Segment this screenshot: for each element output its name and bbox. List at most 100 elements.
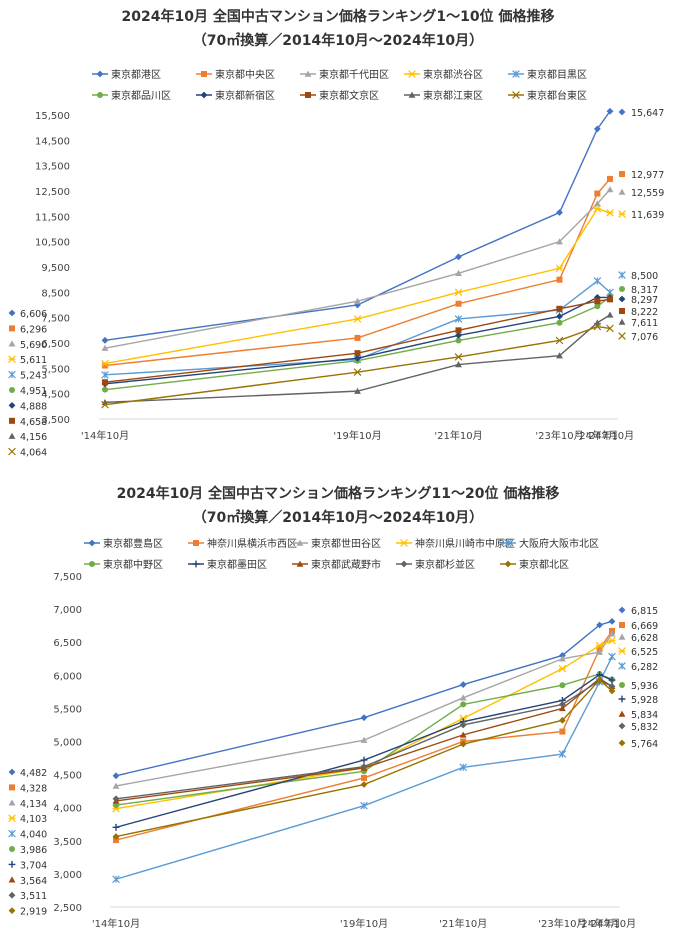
end-value-label: 6,525 <box>618 647 658 658</box>
start-value-label: 3,511 <box>8 891 47 902</box>
start-value-marker <box>8 829 16 838</box>
data-point <box>102 379 108 386</box>
y-tick-label: 10,500 <box>35 238 70 249</box>
legend-item: 東京都武蔵野市 <box>292 558 381 571</box>
end-value-marker <box>618 633 626 640</box>
legend-item: 東京都北区 <box>500 558 569 571</box>
start-value-text: 4,658 <box>20 417 47 428</box>
start-value-text: 3,564 <box>20 876 47 887</box>
end-value-label: 8,297 <box>618 295 658 306</box>
series-line <box>115 633 613 787</box>
data-point <box>606 208 614 217</box>
y-tick-label: 4,000 <box>53 804 82 815</box>
start-value-marker <box>8 814 16 823</box>
end-value-label: 6,669 <box>619 621 658 632</box>
y-tick-label: 3,000 <box>53 870 82 881</box>
y-tick-label: 6,500 <box>53 638 82 649</box>
data-point <box>455 332 462 339</box>
start-value-marker <box>8 861 16 868</box>
legend-label: 東京都中野区 <box>103 558 163 571</box>
end-value-text: 15,647 <box>631 108 664 119</box>
start-value-label: 5,690 <box>8 340 47 351</box>
end-value-marker <box>619 171 625 177</box>
legend-item: 東京都品川区 <box>92 89 171 102</box>
data-point <box>454 288 463 297</box>
legend-label: 東京都品川区 <box>111 89 171 102</box>
end-value-label: 11,639 <box>618 210 664 221</box>
x-tick-label: '21年10月 <box>434 429 482 442</box>
start-value-marker <box>9 325 15 332</box>
start-value-marker <box>8 768 16 776</box>
y-tick-label: 13,500 <box>35 162 70 173</box>
end-value-text: 7,076 <box>631 332 658 343</box>
data-point <box>558 664 567 673</box>
series-line <box>104 189 611 349</box>
end-value-label: 7,611 <box>618 318 658 329</box>
chart1-title: 2024年10月 全国中古マンション価格ランキング1～10位 価格推移 <box>121 9 555 25</box>
x-tick-label: '14年10月 <box>81 429 129 442</box>
data-point <box>556 313 563 320</box>
end-value-marker <box>619 308 625 314</box>
end-value-text: 6,815 <box>631 606 658 617</box>
start-value-marker <box>8 340 16 347</box>
data-point <box>354 301 361 309</box>
end-value-text: 6,282 <box>631 662 658 673</box>
legend-marker <box>512 91 520 99</box>
y-tick-label: 3,500 <box>41 415 70 426</box>
start-value-label: 4,134 <box>8 799 47 810</box>
legend-label: 東京都目黒区 <box>527 68 587 81</box>
start-value-text: 4,888 <box>20 401 47 412</box>
data-point <box>455 269 462 277</box>
end-value-text: 6,628 <box>631 633 658 644</box>
chart1-subtitle: （70㎡換算／2014年10月～2024年10月） <box>192 33 484 49</box>
data-point <box>559 716 566 724</box>
start-value-text: 4,040 <box>20 830 47 841</box>
data-point <box>608 617 616 625</box>
end-value-marker <box>619 286 625 292</box>
data-point <box>353 315 362 323</box>
end-value-label: 5,928 <box>618 695 658 706</box>
y-tick-label: 7,500 <box>41 314 70 325</box>
end-value-marker <box>618 295 626 303</box>
legend-marker <box>400 560 408 568</box>
series-line <box>104 110 611 342</box>
end-value-marker <box>618 108 626 116</box>
x-tick-label: '21年10月 <box>439 917 487 930</box>
legend-marker <box>504 560 512 568</box>
legend-item: 神奈川県川崎市中原区 <box>396 537 515 550</box>
end-value-text: 8,317 <box>631 285 658 296</box>
end-value-text: 6,669 <box>631 621 658 632</box>
series-line <box>115 673 613 828</box>
data-point <box>559 728 566 735</box>
y-tick-label: 4,500 <box>41 390 70 401</box>
end-value-label: 5,936 <box>619 681 658 692</box>
data-point <box>353 368 362 376</box>
y-tick-label: 6,500 <box>41 339 70 350</box>
data-point <box>459 731 467 738</box>
start-value-marker <box>8 447 16 456</box>
series-group <box>102 175 613 369</box>
data-point <box>459 740 467 748</box>
data-point <box>596 621 603 629</box>
chart2-subtitle: （70㎡換算／2014年10月～2024年10月） <box>192 510 484 526</box>
series-line <box>115 639 613 810</box>
legend-item: 東京都文京区 <box>300 89 379 102</box>
data-point <box>101 400 109 409</box>
y-tick-label: 3,500 <box>53 837 82 848</box>
data-point <box>606 311 614 318</box>
end-value-label: 5,832 <box>618 722 658 733</box>
data-point <box>354 387 361 394</box>
legend-marker <box>193 540 199 546</box>
data-point <box>360 801 368 810</box>
end-value-marker <box>619 622 625 628</box>
y-tick-label: 7,500 <box>53 572 82 583</box>
data-point <box>606 324 614 333</box>
data-point <box>594 303 601 310</box>
start-value-label: 5,611 <box>8 355 47 366</box>
series-group <box>102 293 613 393</box>
series-group <box>112 676 616 840</box>
legend-marker <box>408 70 416 78</box>
legend-item: 東京都中央区 <box>196 68 275 81</box>
start-value-label: 3,564 <box>8 876 47 887</box>
